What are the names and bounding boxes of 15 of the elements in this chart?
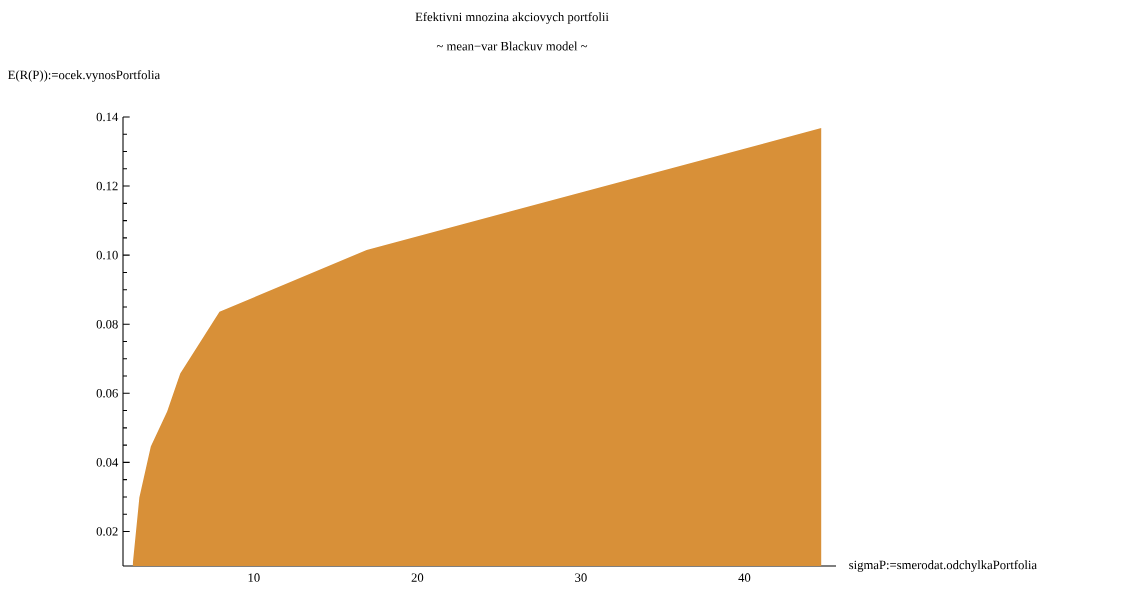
y-tick-label: 0.04 bbox=[96, 458, 119, 467]
x-axis-title: sigmaP:=smerodat.odchylkaPortfolia bbox=[849, 560, 1037, 572]
y-axis-title: E(R(P)):=ocek.vynosPortfolia bbox=[8, 70, 160, 82]
y-tick-label: 0.14 bbox=[96, 112, 119, 122]
y-tick-label: 0.06 bbox=[96, 389, 118, 398]
y-tick-label: 0.02 bbox=[96, 527, 118, 536]
x-tick-label: 30 bbox=[575, 573, 587, 582]
y-tick-label: 0.10 bbox=[96, 250, 118, 260]
x-tick-label: 10 bbox=[248, 573, 260, 582]
x-tick-label: 40 bbox=[738, 573, 751, 582]
y-tick-label: 0.12 bbox=[96, 181, 118, 191]
chart-title: Efektivni mnozina akciovych portfolii bbox=[415, 12, 609, 24]
x-tick-label: 20 bbox=[411, 573, 424, 582]
chart-subtitle: ~ mean−var Blackuv model ~ bbox=[436, 41, 588, 51]
y-tick-label: 0.08 bbox=[96, 319, 118, 329]
